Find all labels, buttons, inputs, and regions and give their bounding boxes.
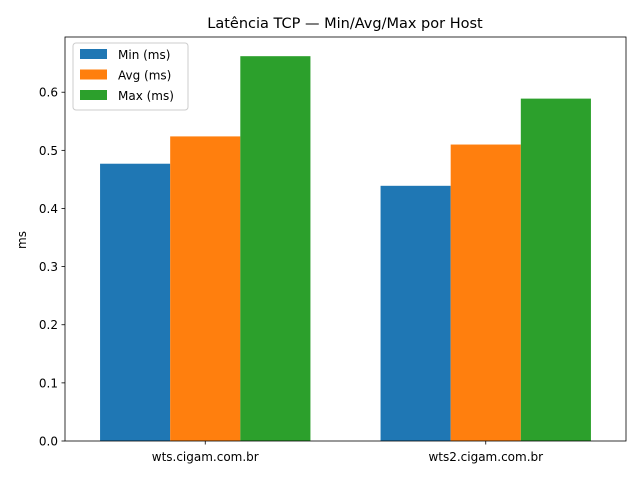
- legend-label: Min (ms): [118, 48, 170, 62]
- plot-frame: [64, 36, 627, 442]
- axes-layer: 0.0 0.1 0.2 0.3 0.4 0.5 0.6 wts.cigam.com.br wts…: [39, 36, 627, 464]
- legend-swatch: [80, 69, 107, 80]
- legend-label: Avg (ms): [118, 69, 171, 83]
- y-tick-label: 0.3: [39, 260, 58, 274]
- bar-0-0: [100, 163, 171, 442]
- chart-title: Latência TCP — Min/Avg/Max por Host: [207, 16, 483, 32]
- legend: Min (ms) Avg (ms) Max (ms): [72, 42, 189, 111]
- y-tick-label: 0.2: [39, 318, 58, 332]
- bar-1-0: [170, 136, 241, 442]
- y-tick-label: 0.5: [39, 144, 58, 158]
- y-tick-label: 0.1: [39, 376, 58, 390]
- y-axis-label: ms: [15, 231, 29, 249]
- y-tick-label: 0.6: [39, 86, 58, 100]
- bars-layer: [100, 56, 591, 442]
- legend-label: Max (ms): [118, 89, 174, 103]
- x-tick-label: wts2.cigam.com.br: [428, 450, 543, 464]
- y-tick-label: 0.4: [39, 202, 58, 216]
- legend-swatch: [80, 49, 107, 59]
- bar-0-1: [380, 185, 451, 441]
- x-tick-label: wts.cigam.com.br: [152, 450, 259, 464]
- bar-1-1: [450, 144, 521, 442]
- bar-2-1: [520, 98, 591, 442]
- bar-2-0: [240, 56, 311, 441]
- legend-swatch: [80, 90, 107, 100]
- y-tick-label: 0.0: [39, 435, 58, 449]
